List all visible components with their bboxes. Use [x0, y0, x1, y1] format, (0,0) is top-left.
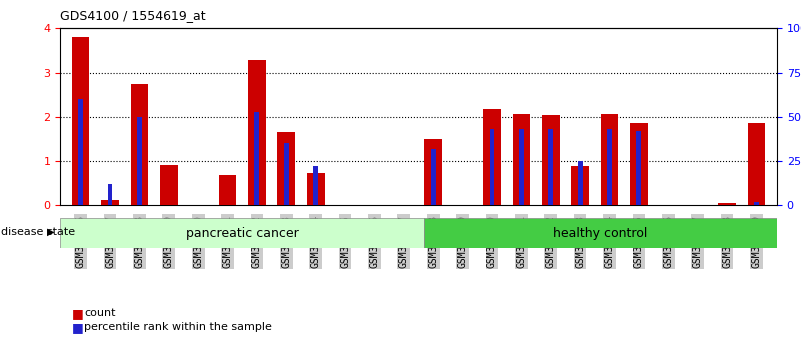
Bar [219, 175, 236, 205]
Bar [431, 149, 436, 205]
Bar [425, 139, 442, 205]
Text: ■: ■ [72, 321, 84, 334]
Bar [107, 184, 112, 205]
Bar [137, 117, 142, 205]
Text: disease state: disease state [1, 227, 75, 237]
Bar [489, 129, 494, 205]
Bar [578, 161, 582, 205]
Bar [131, 84, 148, 205]
Text: GDS4100 / 1554619_at: GDS4100 / 1554619_at [60, 9, 206, 22]
Bar [160, 165, 178, 205]
Bar [313, 166, 318, 205]
Bar [78, 99, 83, 205]
Bar [513, 114, 530, 205]
Bar [630, 124, 648, 205]
Bar [542, 115, 560, 205]
Bar [284, 143, 289, 205]
Text: pancreatic cancer: pancreatic cancer [186, 227, 299, 240]
Bar [754, 202, 759, 205]
Bar [571, 166, 589, 205]
Bar [637, 131, 642, 205]
Bar [548, 129, 553, 205]
Bar [72, 37, 90, 205]
Bar [101, 200, 119, 205]
Bar [277, 132, 295, 205]
Bar [255, 112, 260, 205]
Text: percentile rank within the sample: percentile rank within the sample [84, 322, 272, 332]
Text: ▶: ▶ [47, 227, 54, 237]
Bar [425, 218, 777, 248]
Bar [307, 173, 324, 205]
Bar [60, 218, 425, 248]
Text: count: count [84, 308, 115, 318]
Bar [248, 60, 266, 205]
Bar [483, 109, 501, 205]
Bar [601, 114, 618, 205]
Bar [607, 129, 612, 205]
Bar [718, 203, 736, 205]
Text: ■: ■ [72, 307, 84, 320]
Bar [519, 129, 524, 205]
Bar [747, 124, 765, 205]
Text: healthy control: healthy control [553, 227, 648, 240]
